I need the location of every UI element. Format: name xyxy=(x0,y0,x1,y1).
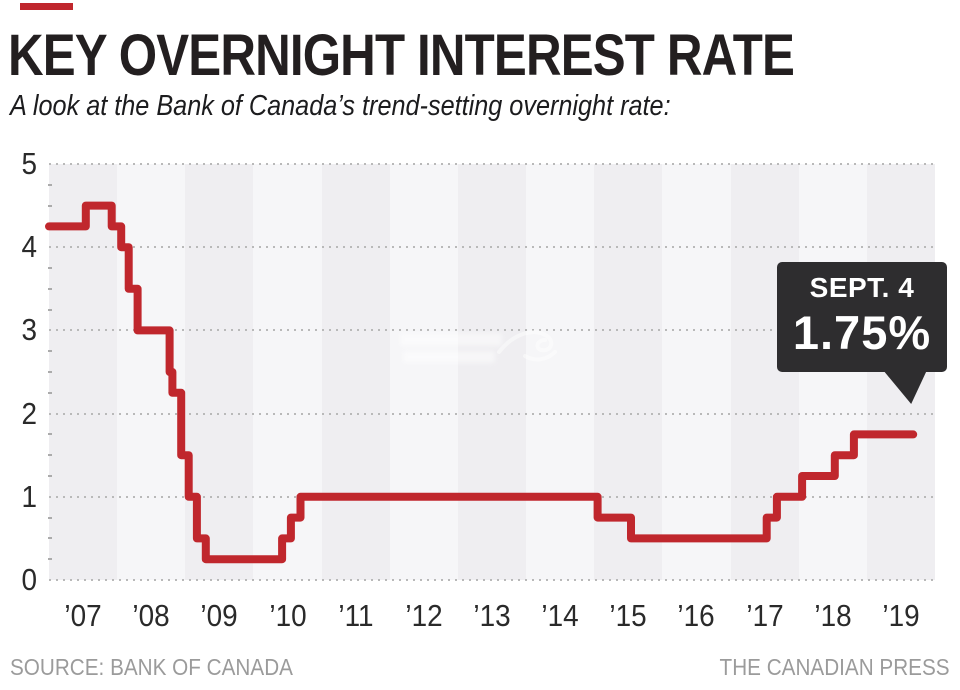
x-tick-label: ’15 xyxy=(609,598,647,633)
y-minor-tick xyxy=(48,558,52,561)
accent-bar xyxy=(20,3,73,10)
source-credit: SOURCE: BANK OF CANADA xyxy=(10,654,293,680)
y-tick-label: 0 xyxy=(21,562,37,597)
year-band-2014 xyxy=(526,164,595,580)
year-band-2013 xyxy=(457,164,527,580)
year-band-2016 xyxy=(662,164,731,580)
gridline-2 xyxy=(49,412,935,415)
y-minor-tick xyxy=(48,537,52,540)
subtitle: A look at the Bank of Canada’s trend-set… xyxy=(10,90,671,122)
year-band-2018 xyxy=(798,164,867,580)
y-tick-label: 1 xyxy=(21,478,37,514)
gridline-0 xyxy=(49,579,935,581)
year-band-2010 xyxy=(253,164,322,580)
callout-rate: 1.75% xyxy=(792,306,932,359)
y-minor-tick xyxy=(48,391,52,394)
x-tick-label: ’11 xyxy=(338,598,374,633)
x-tick-label: ’12 xyxy=(405,598,443,633)
x-tick-label: ’10 xyxy=(268,598,307,633)
press-credit: THE CANADIAN PRESS xyxy=(719,654,950,680)
x-tick-label: ’17 xyxy=(745,598,784,633)
x-tick-label: ’14 xyxy=(541,598,579,633)
y-minor-tick xyxy=(48,287,52,290)
year-band-2011 xyxy=(321,164,390,580)
y-minor-tick xyxy=(48,183,52,186)
gridline-3 xyxy=(49,329,935,332)
year-band-2012 xyxy=(389,164,458,580)
y-minor-tick xyxy=(48,516,52,519)
y-tick-label: 2 xyxy=(21,395,37,431)
year-band-2017 xyxy=(730,164,799,580)
y-minor-tick xyxy=(48,475,52,477)
gridline-5 xyxy=(49,163,935,165)
year-band-2007 xyxy=(49,164,118,580)
y-minor-tick xyxy=(48,371,52,373)
x-tick-label: ’16 xyxy=(677,598,716,633)
y-minor-tick xyxy=(48,204,52,207)
y-minor-tick xyxy=(48,350,52,353)
x-tick-label: ’18 xyxy=(814,598,852,633)
x-tick-label: ’09 xyxy=(200,598,238,633)
y-tick-label: 3 xyxy=(21,312,37,348)
y-tick-label: 5 xyxy=(21,146,37,181)
y-tick-label: 4 xyxy=(21,229,37,265)
y-minor-tick xyxy=(48,454,52,457)
x-tick-label: ’19 xyxy=(882,598,920,633)
x-tick-label: ’13 xyxy=(473,598,511,633)
y-minor-tick xyxy=(48,267,52,269)
x-tick-label: ’07 xyxy=(64,598,102,633)
year-band-2015 xyxy=(594,164,663,580)
rate-callout: SEPT. 4 1.75% xyxy=(777,262,947,372)
gridline-4 xyxy=(49,246,935,249)
rate-step-line xyxy=(45,201,918,564)
callout-date: SEPT. 4 xyxy=(809,272,915,303)
y-minor-tick xyxy=(48,433,52,436)
x-tick-label: ’08 xyxy=(132,598,170,633)
plot-area xyxy=(45,163,935,581)
page-title: KEY OVERNIGHT INTEREST RATE xyxy=(8,23,795,88)
y-minor-tick xyxy=(48,308,52,311)
